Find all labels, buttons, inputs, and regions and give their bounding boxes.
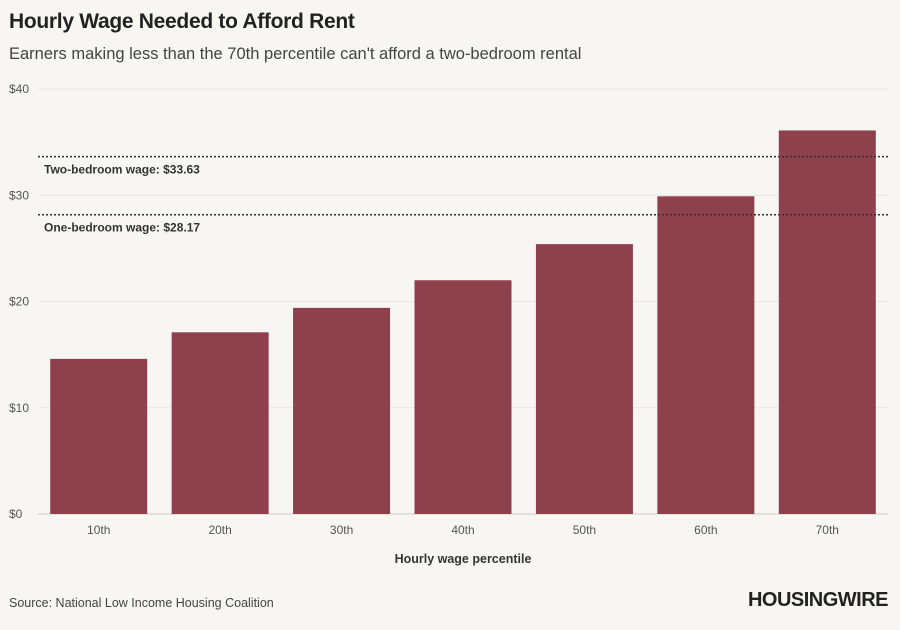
bar-60th — [657, 196, 755, 514]
y-tick-label: $30 — [9, 188, 29, 202]
reference-line-label: One-bedroom wage: $28.17 — [44, 221, 200, 235]
chart-subtitle: Earners making less than the 70th percen… — [9, 45, 582, 63]
reference-line-label: Two-bedroom wage: $33.63 — [44, 163, 200, 177]
x-tick-label: 70th — [816, 523, 839, 537]
y-tick-label: $20 — [9, 295, 29, 309]
x-tick-label: 30th — [330, 523, 353, 537]
bar-70th — [778, 130, 876, 514]
x-tick-label: 10th — [87, 523, 110, 537]
x-tick-label: 50th — [573, 523, 596, 537]
y-tick-label: $0 — [9, 507, 23, 521]
x-axis-ticks: 10th 20th 30th 40th 50th 60th 70th — [87, 523, 839, 537]
x-tick-label: 20th — [208, 523, 231, 537]
bar-10th — [50, 358, 148, 514]
y-tick-label: $40 — [9, 82, 29, 96]
x-tick-label: 40th — [451, 523, 474, 537]
y-tick-label: $10 — [9, 401, 29, 415]
reference-lines: Two-bedroom wage: $33.63 One-bedroom wage… — [38, 155, 888, 235]
bar-20th — [171, 332, 269, 514]
bars — [50, 130, 876, 514]
y-axis-ticks: $0 $10 $20 $30 $40 — [9, 82, 29, 521]
bar-30th — [293, 307, 391, 514]
bar-50th — [535, 244, 633, 514]
brand-logo: HOUSINGWIRE — [747, 589, 889, 611]
source-note: Source: National Low Income Housing Coal… — [9, 596, 274, 610]
x-tick-label: 60th — [694, 523, 717, 537]
x-axis-label: Hourly wage percentile — [395, 552, 532, 566]
bar-40th — [414, 280, 512, 514]
chart-title: Hourly Wage Needed to Afford Rent — [9, 10, 355, 33]
